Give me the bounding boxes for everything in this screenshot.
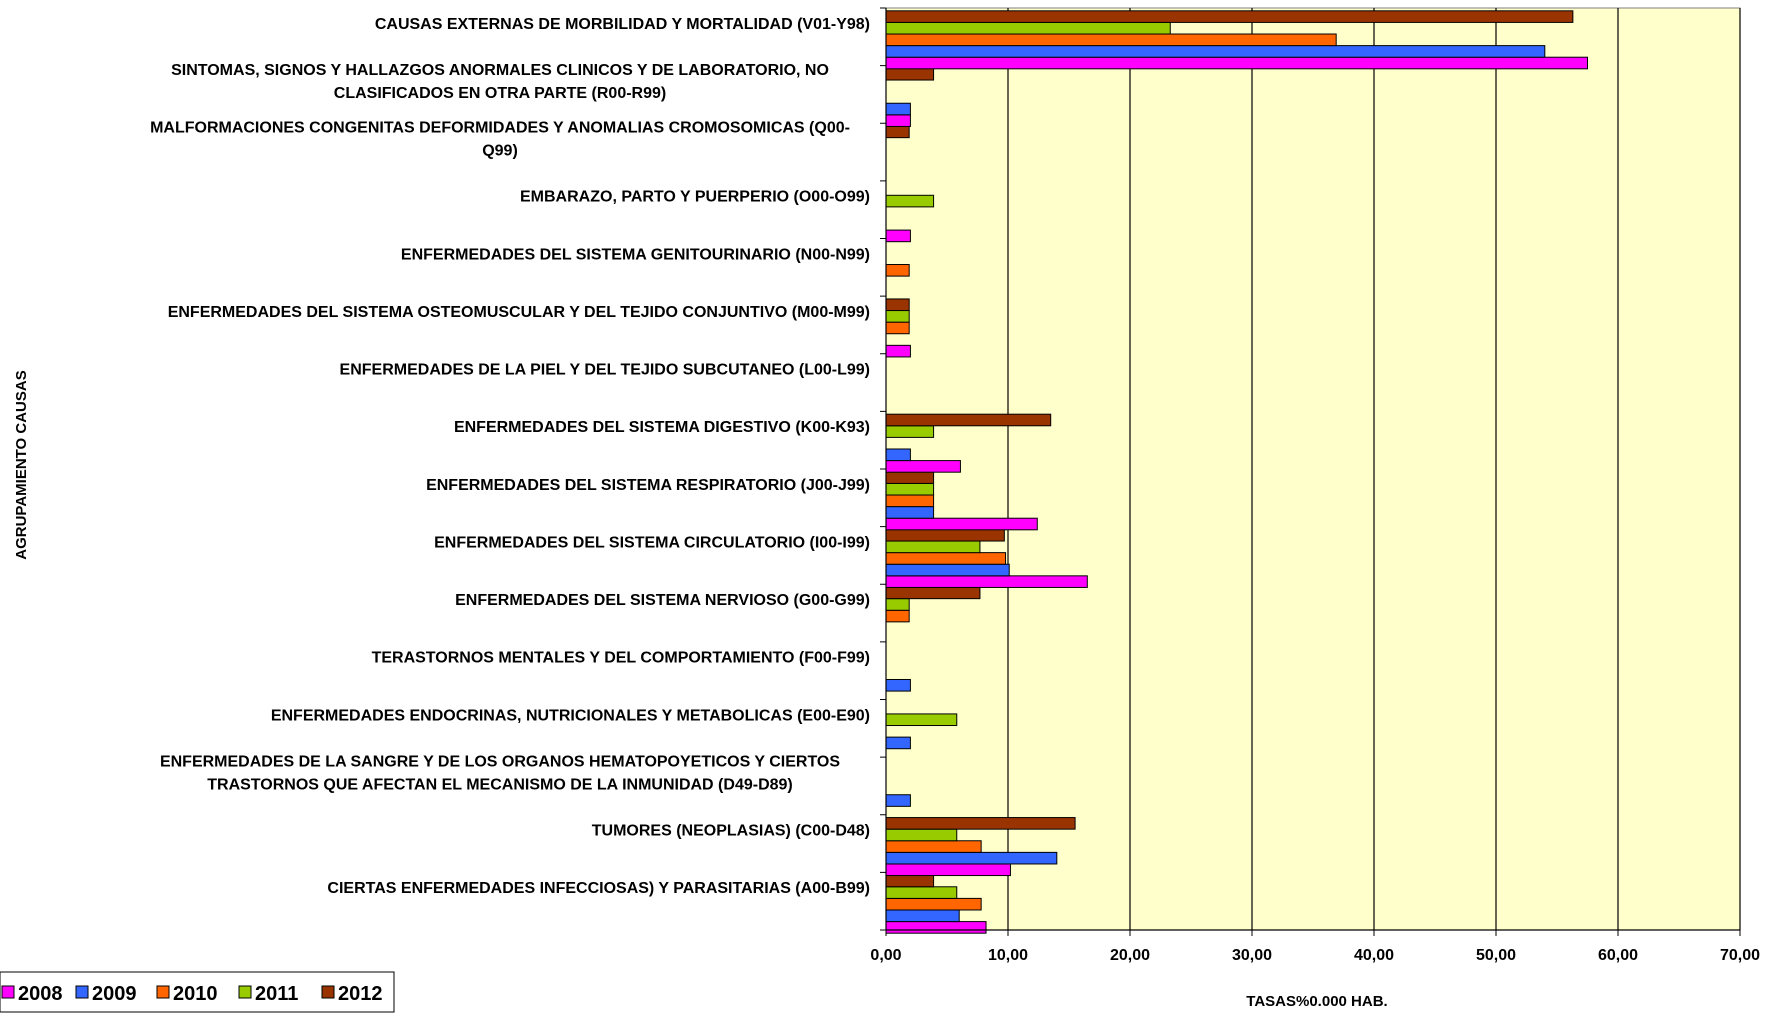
bars xyxy=(885,10,1588,934)
category-label: ENFERMEDADES ENDOCRINAS, NUTRICIONALES Y… xyxy=(271,707,870,724)
bar-2011 xyxy=(885,886,958,899)
x-axis-title: TASAS%0.000 HAB. xyxy=(1246,993,1387,1010)
x-tick-label: 0,00 xyxy=(870,947,901,964)
bar-2009 xyxy=(885,506,935,519)
bar-2008 xyxy=(885,460,961,473)
bar-2011 xyxy=(885,21,1171,35)
category-label: TRASTORNOS QUE AFECTAN EL MECANISMO DE L… xyxy=(207,776,793,793)
bar-2012 xyxy=(885,586,981,600)
bar-2008 xyxy=(885,863,1011,877)
category-label: ENFERMEDADES DEL SISTEMA RESPIRATORIO (J… xyxy=(426,477,870,494)
x-tick-label: 10,00 xyxy=(988,947,1028,964)
x-tick-label: 50,00 xyxy=(1476,947,1516,964)
category-label: CAUSAS EXTERNAS DE MORBILIDAD Y MORTALID… xyxy=(375,16,870,33)
bar-2008 xyxy=(885,517,1038,531)
bar-2010 xyxy=(885,609,910,623)
bar-2010 xyxy=(885,321,910,335)
legend-swatch-2009 xyxy=(75,985,89,999)
plot-area xyxy=(885,7,1741,931)
bar-2011 xyxy=(885,425,935,438)
bar-2012 xyxy=(885,10,1574,23)
category-labels: CIERTAS ENFERMEDADES INFECCIOSAS) Y PARA… xyxy=(150,16,870,897)
bar-2011 xyxy=(885,482,935,496)
bar-2009 xyxy=(885,448,911,462)
x-tick-label: 60,00 xyxy=(1598,947,1638,964)
bar-2010 xyxy=(885,494,935,508)
axes xyxy=(880,7,1741,936)
category-label: EMBARAZO, PARTO Y PUERPERIO (O00-O99) xyxy=(520,189,870,206)
category-label: Q99) xyxy=(482,143,518,160)
category-label: ENFERMEDADES DE LA PIEL Y DEL TEJIDO SUB… xyxy=(340,362,870,379)
legend-label-2012: 2012 xyxy=(338,983,383,1005)
legend-swatch-2008 xyxy=(1,985,15,999)
x-tick-labels: 0,00 10,00 20,00 30,00 40,00 50,00 60,00 70,00 xyxy=(870,947,1760,964)
bar-2008 xyxy=(885,56,1588,70)
category-label: CLASIFICADOS EN OTRA PARTE (R00-R99) xyxy=(334,85,666,102)
bar-2009 xyxy=(885,678,911,692)
x-tick-label: 40,00 xyxy=(1354,947,1394,964)
bar-2009 xyxy=(885,794,911,807)
category-label: ENFERMEDADES DEL SISTEMA NERVIOSO (G00-G… xyxy=(455,592,870,609)
bar-2012 xyxy=(885,298,910,312)
category-label: MALFORMACIONES CONGENITAS DEFORMIDADES Y… xyxy=(150,120,850,137)
category-label: TERASTORNOS MENTALES Y DEL COMPORTAMIENT… xyxy=(372,650,870,667)
x-tick-label: 20,00 xyxy=(1110,947,1150,964)
category-label: ENFERMEDADES DEL SISTEMA OSTEOMUSCULAR Y… xyxy=(168,304,870,321)
bar-2011 xyxy=(885,598,910,611)
legend-label-2010: 2010 xyxy=(173,983,218,1005)
bar-2012 xyxy=(885,67,935,81)
bar-2009 xyxy=(885,45,1546,58)
legend: 2008 2009 2010 2011 2012 xyxy=(0,971,395,1013)
bar-2009 xyxy=(885,102,911,116)
bar-2008 xyxy=(885,344,911,358)
bar-2012 xyxy=(885,413,1052,427)
category-label: ENFERMEDADES DE LA SANGRE Y DE LOS ORGAN… xyxy=(160,753,840,770)
category-label: ENFERMEDADES DEL SISTEMA DIGESTIVO (K00-… xyxy=(454,419,870,436)
x-tick-label: 70,00 xyxy=(1720,947,1760,964)
category-label: ENFERMEDADES DEL SISTEMA GENITOURINARIO … xyxy=(401,246,870,263)
bar-2011 xyxy=(885,828,958,842)
legend-label-2008: 2008 xyxy=(18,983,63,1005)
bar-2011 xyxy=(885,194,935,208)
category-label: TUMORES (NEOPLASIAS) (C00-D48) xyxy=(592,823,870,840)
legend-label-2011: 2011 xyxy=(255,983,298,1005)
bar-2010 xyxy=(885,33,1337,47)
y-axis-title: AGRUPAMIENTO CAUSAS xyxy=(13,370,30,559)
bar-2012 xyxy=(885,874,935,888)
bar-2011 xyxy=(885,310,910,323)
bar-2008 xyxy=(885,229,911,243)
bar-2012 xyxy=(885,817,1076,830)
bar-2011 xyxy=(885,540,981,554)
legend-label-2009: 2009 xyxy=(92,983,137,1005)
bar-2009 xyxy=(885,563,1010,577)
bar-2009 xyxy=(885,736,911,750)
bar-2008 xyxy=(885,921,987,934)
grid-lines xyxy=(1007,8,1741,930)
bar-2010 xyxy=(885,264,910,277)
bar-2009 xyxy=(885,909,960,923)
category-label: ENFERMEDADES DEL SISTEMA CIRCULATORIO (I… xyxy=(434,534,870,551)
bar-2010 xyxy=(885,552,1007,565)
bar-2009 xyxy=(885,851,1058,865)
legend-swatch-2010 xyxy=(156,985,170,999)
category-label: SINTOMAS, SIGNOS Y HALLAZGOS ANORMALES C… xyxy=(171,62,829,79)
bar-2012 xyxy=(885,471,935,484)
x-tick-label: 30,00 xyxy=(1232,947,1272,964)
legend-swatch-2012 xyxy=(321,985,335,999)
category-label: CIERTAS ENFERMEDADES INFECCIOSAS) Y PARA… xyxy=(327,880,870,897)
bar-2012 xyxy=(885,125,910,139)
bar-2008 xyxy=(885,114,911,127)
bar-2010 xyxy=(885,840,982,853)
bar-2011 xyxy=(885,713,958,727)
legend-swatch-2011 xyxy=(238,985,252,999)
bar-2008 xyxy=(885,575,1088,588)
bar-2010 xyxy=(885,897,982,911)
bar-2012 xyxy=(885,528,1005,542)
